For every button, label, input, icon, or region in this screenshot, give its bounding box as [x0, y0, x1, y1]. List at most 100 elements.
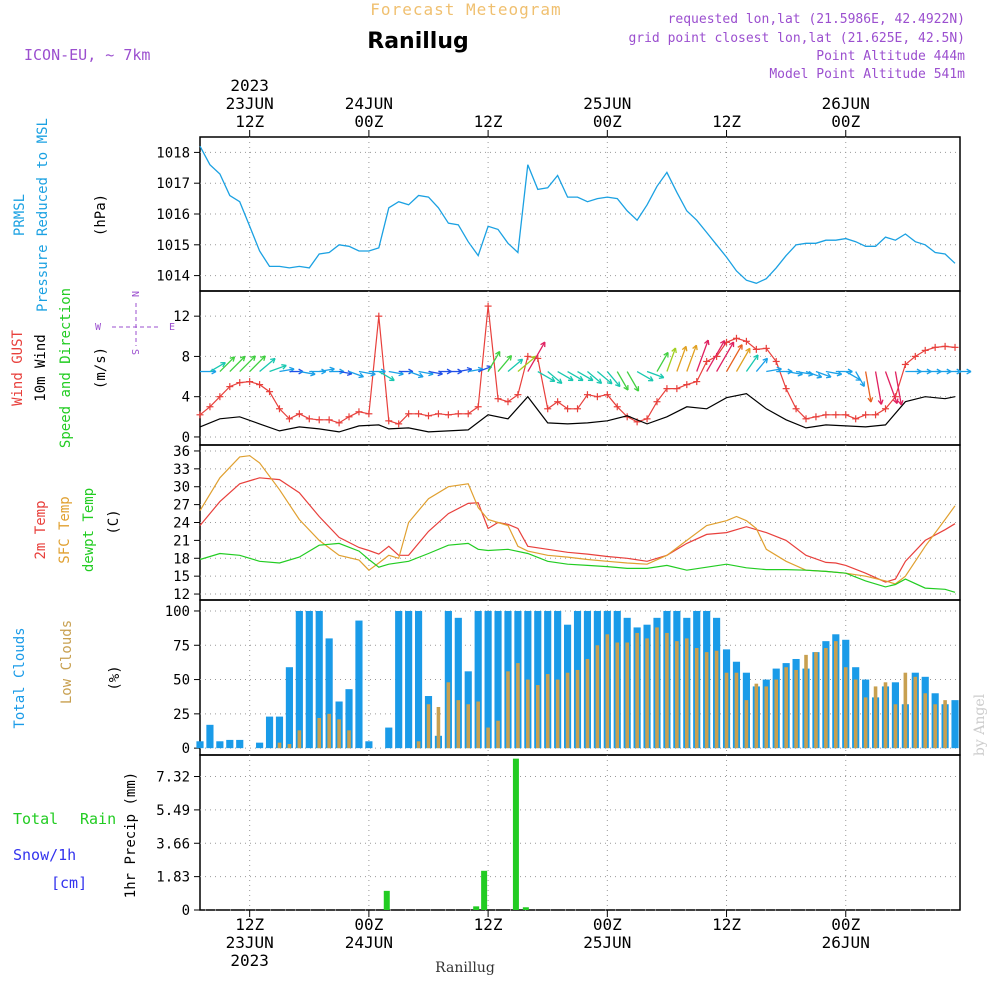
wind-arrow-shaft [299, 370, 316, 375]
low-cloud-bar [873, 686, 878, 749]
wind-arrow-shaft [815, 370, 832, 378]
y-tick-label: 7.32 [156, 770, 190, 786]
y-tick-label: 33 [173, 462, 190, 478]
total-cloud-bar [196, 741, 204, 749]
clouds-panel: 0 25 50 75 100 [165, 599, 961, 757]
wind-arrow-shaft [725, 344, 743, 372]
y-tick-label: 1018 [156, 145, 190, 161]
wind-arrow-head [847, 368, 853, 373]
wind-arrow-head [681, 345, 687, 351]
low-cloud-bar [535, 685, 540, 749]
top-time-label: 00Z [593, 112, 622, 131]
wind-panel: 0 4 8 12 [173, 290, 972, 446]
low-cloud-bar [516, 663, 520, 749]
bottom-time-label: 12Z [712, 915, 741, 934]
wind-arrow-head [685, 346, 688, 352]
low-cloud-bar [665, 632, 669, 749]
wind-arrow-head [896, 398, 899, 404]
wind-direction-arrow [269, 364, 287, 373]
wind-arrow-shaft [567, 370, 584, 381]
bottom-date-label: 23JUN [226, 933, 274, 952]
total-cloud-bar [295, 610, 303, 749]
wind-arrow-shaft [378, 370, 395, 381]
wind-arrow-head [966, 370, 972, 375]
wind-arrow-shaft [666, 347, 677, 372]
y-tick-label: 1015 [156, 238, 190, 254]
total-cloud-bar [454, 617, 462, 749]
precip-legend-snow: Snow/1h [13, 846, 76, 864]
clouds-label-unit: (%) [107, 665, 123, 690]
compass-rose: N W E S [95, 291, 175, 355]
wind-direction-arrow [636, 370, 654, 382]
temp-label-2m: 2m Temp [33, 500, 49, 559]
wind-direction-arrow [229, 355, 246, 372]
wind-direction-arrow [706, 339, 726, 372]
bottom-time-label: 12Z [474, 915, 503, 934]
compass-east: E [169, 322, 175, 333]
wind-arrow-shaft [894, 371, 902, 406]
low-cloud-bar [764, 686, 769, 749]
wind-arrow-shaft [855, 371, 865, 387]
bottom-time-label: 00Z [593, 915, 622, 934]
wind-direction-arrow [259, 357, 276, 373]
wind-arrow-head [867, 397, 872, 403]
wind-arrow-shaft [388, 370, 404, 375]
low-cloud-bar [466, 704, 471, 749]
low-cloud-bar [675, 641, 679, 749]
wind-arrow-head [892, 399, 898, 404]
wind-arrow-head [339, 368, 345, 373]
wind-arrow-shaft [418, 370, 434, 375]
total-cloud-bar [325, 638, 333, 749]
wind-arrow-shaft [636, 370, 654, 382]
low-cloud-bar [903, 672, 908, 749]
wind-arrow-head [359, 372, 364, 378]
y-tick-label: 36 [173, 444, 190, 460]
low-cloud-bar [555, 679, 560, 749]
wind-direction-arrow [596, 371, 613, 385]
wind-arrow-shaft [249, 355, 266, 372]
total-cloud-bar [534, 610, 542, 749]
wind-arrow-shaft [547, 371, 563, 384]
y-tick-label: 50 [173, 673, 190, 689]
top-time-label: 12Z [474, 112, 503, 131]
wind-arrow-shaft [239, 355, 256, 372]
low-cloud-bar [893, 704, 898, 749]
low-cloud-bar [863, 697, 868, 749]
low-cloud-bar [297, 730, 302, 749]
wind-arrow-head [437, 373, 443, 377]
wind-direction-arrow [537, 370, 556, 382]
wind-arrow-head [827, 372, 832, 378]
wind-arrow-head [776, 366, 782, 370]
wind-arrow-head [569, 375, 574, 381]
requested-coords: requested lon,lat (21.5986E, 42.4922N) [668, 12, 965, 27]
wind-arrow-head [589, 375, 594, 381]
wind-ylabels: Wind GUST 10m Wind Speed and Direction (… [10, 288, 175, 448]
low-cloud-bar [724, 672, 729, 749]
wind-arrow-shaft [408, 370, 424, 378]
wind-arrow-shaft [864, 371, 872, 403]
pressure-label-desc: Pressure Reduced to MSL [35, 118, 51, 312]
total-cloud-bar [206, 724, 214, 749]
total-cloud-bar [444, 610, 452, 749]
y-tick-label: 25 [173, 707, 190, 723]
wind-label-10m: 10m Wind [33, 334, 49, 401]
wind-arrow-head [703, 339, 709, 344]
wind-arrow-shaft [348, 370, 364, 378]
wind-label-unit: (m/s) [93, 347, 109, 389]
total-cloud-bar [236, 739, 244, 749]
footer-location: Ranillug [435, 960, 495, 976]
wind-arrow-head [408, 368, 414, 373]
low-cloud-bar [943, 700, 947, 749]
wind-arrow-shaft [477, 366, 492, 373]
wind-arrow-shaft [458, 368, 472, 373]
wind-arrow-head [762, 357, 768, 361]
low-cloud-bar [436, 706, 441, 749]
wind-arrow-head [263, 355, 266, 361]
y-tick-label: 1014 [156, 269, 190, 285]
wind-arrow-head [509, 355, 513, 361]
low-cloud-bar [476, 701, 480, 749]
wind-arrow-head [877, 400, 882, 405]
low-cloud-bar [814, 652, 818, 749]
wind-direction-arrow [587, 371, 603, 384]
rain-bar [522, 907, 529, 910]
